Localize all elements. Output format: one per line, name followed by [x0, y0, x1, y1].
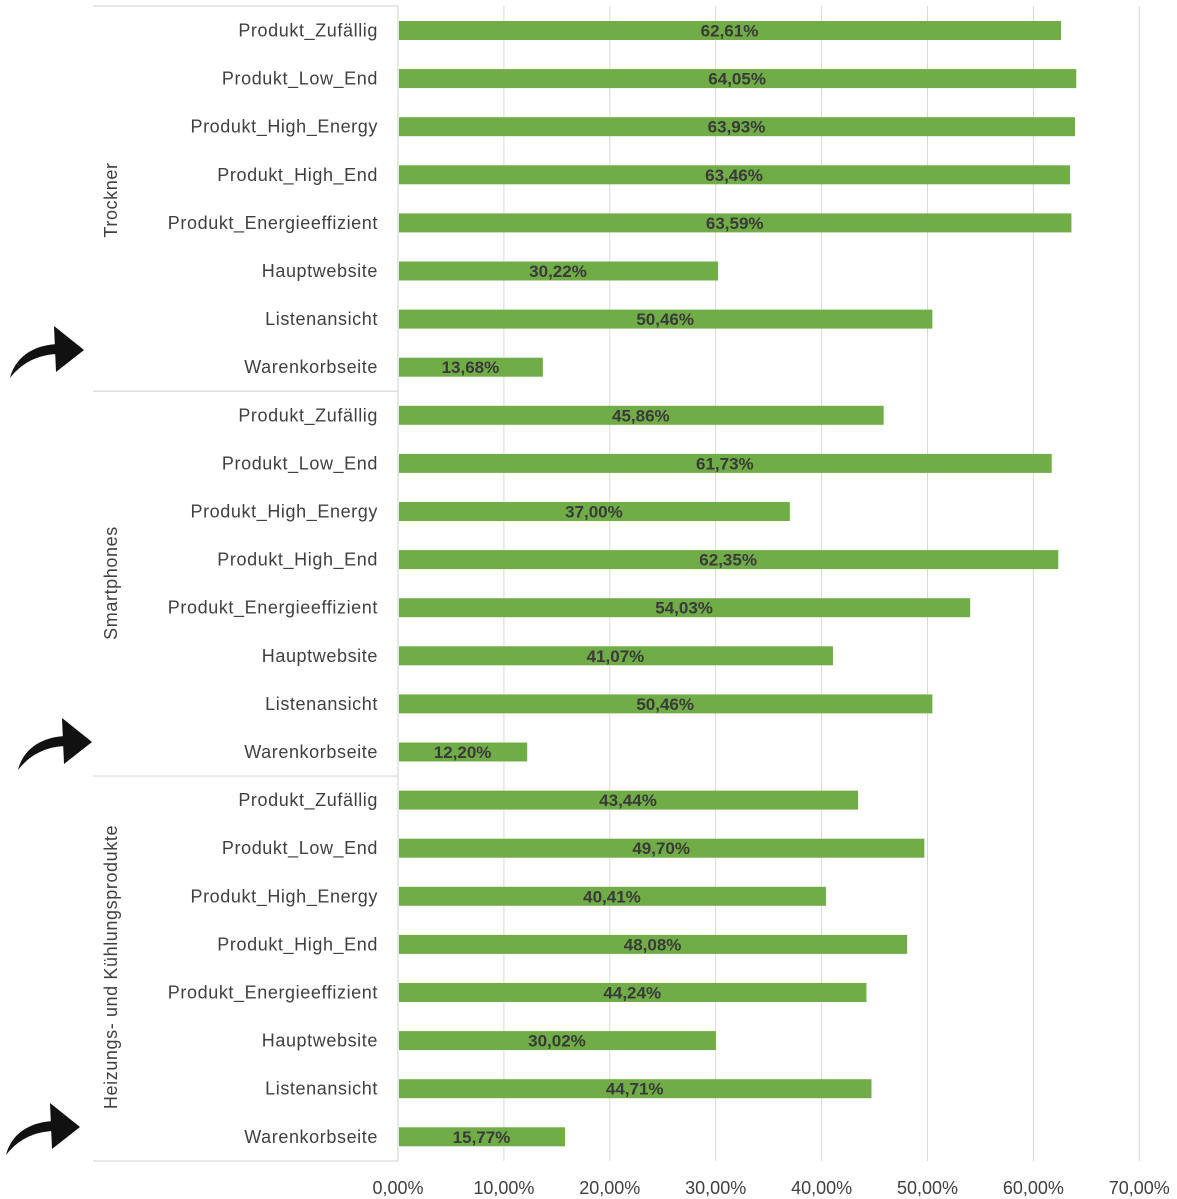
bar: [399, 934, 908, 954]
data-label: 54,03%: [655, 599, 713, 618]
x-tick-label: 40,00%: [791, 1178, 852, 1198]
group-label: Heizungs- und Kühlungsprodukte: [101, 825, 121, 1109]
bar: [399, 165, 1071, 185]
category-label: Listenansicht: [265, 1079, 378, 1099]
bar: [399, 357, 543, 377]
category-labels: Produkt_Zufällig Produkt_Low_End Produkt_H…: [168, 21, 378, 1147]
category-label: Produkt_Low_End: [222, 453, 378, 474]
category-label: Listenansicht: [265, 694, 378, 714]
data-label: 63,46%: [705, 166, 763, 185]
bar: [399, 405, 884, 425]
bar: [399, 694, 933, 714]
category-label: Produkt_Energieeffizient: [168, 213, 378, 234]
data-label: 12,20%: [434, 743, 492, 762]
data-label: 37,00%: [565, 503, 623, 522]
bar: [399, 742, 528, 762]
x-tick-label: 20,00%: [579, 1178, 640, 1198]
data-label: 63,93%: [708, 118, 766, 137]
bar: [399, 21, 1062, 40]
bar: [399, 1031, 716, 1051]
data-label: 13,68%: [442, 358, 500, 377]
category-label: Warenkorbseite: [244, 357, 378, 377]
category-label: Produkt_High_Energy: [190, 502, 378, 523]
data-label: 48,08%: [624, 935, 682, 954]
category-label: Produkt_High_Energy: [190, 886, 378, 907]
category-label: Produkt_Low_End: [222, 838, 378, 859]
bar: [399, 213, 1072, 233]
data-label: 49,70%: [632, 839, 690, 858]
x-tick-label: 30,00%: [685, 1178, 746, 1198]
category-label: Produkt_High_End: [217, 550, 378, 571]
data-label: 43,44%: [599, 791, 657, 810]
data-label: 44,71%: [606, 1080, 664, 1099]
data-label: 62,61%: [701, 22, 759, 41]
bar: [399, 838, 925, 858]
data-label: 50,46%: [636, 310, 694, 329]
bar: [399, 453, 1052, 473]
category-label: Hauptwebsite: [262, 1031, 378, 1051]
bar: [399, 550, 1059, 570]
category-label: Listenansicht: [265, 309, 378, 329]
data-label: 45,86%: [612, 406, 670, 425]
curved-arrow-icon: [6, 1103, 80, 1155]
bars: 62,61% 64,05% 63,93% 63,46% 63,59% 30,22% 50,4…: [399, 21, 1077, 1147]
category-label: Hauptwebsite: [262, 646, 378, 666]
bar: [399, 69, 1077, 89]
x-tick-label: 70,00%: [1109, 1178, 1170, 1198]
bar: [399, 790, 859, 810]
data-label: 44,24%: [603, 984, 661, 1003]
data-label: 40,41%: [583, 887, 641, 906]
data-label: 64,05%: [708, 70, 766, 89]
category-label: Produkt_Low_End: [222, 69, 378, 90]
group-label: Trockner: [101, 162, 121, 237]
x-tick-label: 0,00%: [372, 1178, 423, 1198]
group-label: Smartphones: [101, 526, 121, 640]
category-label: Produkt_Energieeffizient: [168, 598, 378, 619]
bar: [399, 886, 826, 906]
category-label: Warenkorbseite: [244, 742, 378, 762]
group-separators: [93, 5, 399, 1162]
curved-arrow-icon: [18, 718, 92, 770]
bar: [399, 1079, 872, 1099]
category-label: Produkt_High_End: [217, 165, 378, 186]
bar: [399, 309, 933, 329]
bar: [399, 646, 833, 666]
bar: [399, 117, 1076, 137]
data-label: 15,77%: [453, 1128, 511, 1147]
category-label: Produkt_Zufällig: [238, 790, 378, 811]
data-label: 30,02%: [528, 1032, 586, 1051]
x-tick-label: 50,00%: [897, 1178, 958, 1198]
category-label: Produkt_Zufällig: [238, 21, 378, 42]
bar: [399, 502, 790, 521]
category-label: Warenkorbseite: [244, 1127, 378, 1147]
category-label: Produkt_Energieeffizient: [168, 983, 378, 1004]
data-label: 62,35%: [699, 551, 757, 570]
gridlines: [397, 6, 1140, 1161]
x-tick-label: 60,00%: [1003, 1178, 1064, 1198]
bar: [399, 261, 719, 281]
data-label: 30,22%: [529, 262, 587, 281]
category-label: Produkt_High_Energy: [190, 117, 378, 138]
curved-arrow-icon: [10, 326, 84, 378]
category-label: Produkt_Zufällig: [238, 405, 378, 426]
bar: [399, 983, 867, 1002]
annotation-arrows: [6, 326, 92, 1155]
data-label: 50,46%: [636, 695, 694, 714]
x-axis-ticks: 0,00% 10,00% 20,00% 30,00% 40,00% 50,00% 60,00…: [372, 1178, 1169, 1198]
category-label: Hauptwebsite: [262, 261, 378, 281]
data-label: 61,73%: [696, 454, 754, 473]
group-labels: Trockner Smartphones Heizungs- und Kühlung…: [101, 162, 121, 1109]
bar: [399, 598, 971, 618]
data-label: 63,59%: [706, 214, 764, 233]
data-label: 41,07%: [587, 647, 645, 666]
category-label: Produkt_High_End: [217, 934, 378, 955]
x-tick-label: 10,00%: [473, 1178, 534, 1198]
bar: [399, 1127, 566, 1147]
